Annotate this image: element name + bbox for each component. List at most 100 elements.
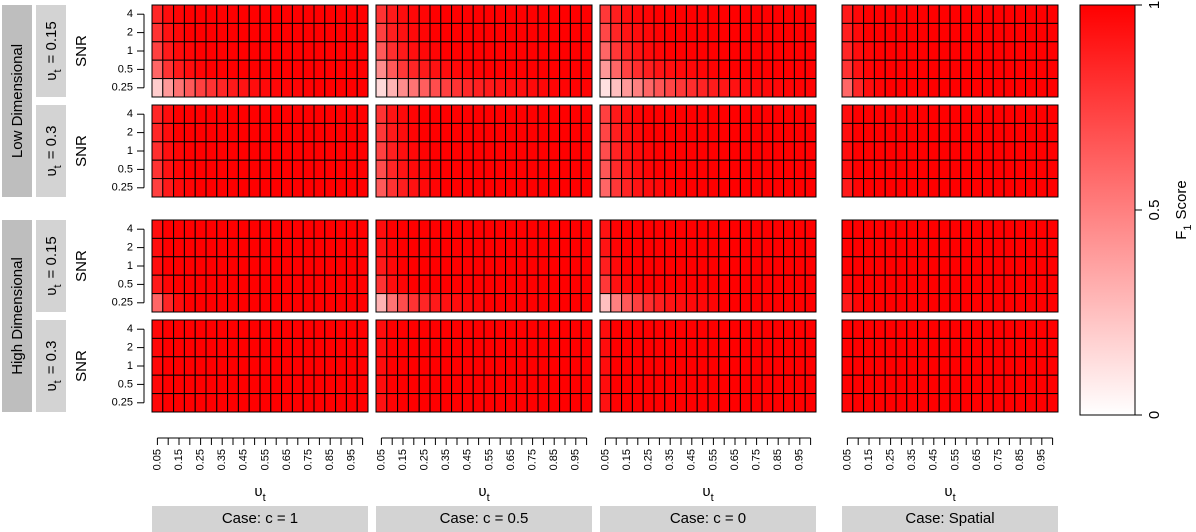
heat-cell [750, 356, 763, 376]
heat-cell [173, 122, 185, 143]
heat-cell [505, 122, 517, 143]
heat-cell [685, 41, 698, 61]
heat-cell [841, 41, 854, 61]
heat-cell [386, 293, 399, 313]
heat-cell [313, 274, 326, 295]
heat-cell [227, 78, 239, 98]
heat-cell [494, 4, 507, 24]
heat-cell [992, 256, 1005, 276]
heat-cell [494, 374, 507, 395]
x-tick-label: 0.65 [729, 449, 741, 470]
heat-cell [895, 337, 908, 358]
heat-cell [992, 104, 1005, 124]
x-tick-label: 0.15 [863, 449, 875, 470]
heat-cell [183, 4, 196, 24]
heat-cell [259, 337, 272, 358]
heat-cell [739, 356, 752, 376]
heat-cell [291, 159, 304, 180]
y-tick-label: 2 [127, 242, 133, 254]
colorbar-tick-label: 0 [1146, 411, 1163, 419]
heat-cell [386, 274, 399, 295]
heat-cell [718, 159, 731, 180]
heat-cell [173, 256, 185, 276]
row-strip-label-symbol: υ [43, 168, 60, 176]
heat-cell [335, 256, 347, 276]
heat-cell [729, 178, 741, 198]
heat-cell [992, 393, 1005, 413]
heat-cell [356, 59, 369, 80]
heat-cell [194, 159, 207, 180]
heat-cell [696, 393, 709, 413]
heat-cell [494, 22, 507, 43]
heat-cell [1014, 104, 1027, 124]
heat-cell [631, 59, 644, 80]
heat-cell [335, 337, 347, 358]
heat-cell [397, 141, 409, 161]
heat-cell [884, 293, 897, 313]
heat-cell [664, 122, 677, 143]
heat-cell [599, 374, 612, 395]
heat-cell [750, 237, 763, 258]
heat-cell [259, 319, 272, 339]
x-tick-label: 0.25 [419, 449, 431, 470]
heat-cell [227, 59, 239, 80]
heat-cell [750, 178, 763, 198]
colorbar-label-main: F [1173, 231, 1190, 240]
heat-cell [418, 178, 431, 198]
heat-cell [750, 41, 763, 61]
heat-cell [173, 237, 185, 258]
heat-cell [483, 293, 496, 313]
heat-cell [472, 274, 485, 295]
heat-cell [237, 78, 250, 98]
y-tick-label: 0.25 [112, 397, 133, 409]
heat-cell [761, 178, 774, 198]
heat-cell [440, 337, 453, 358]
heat-cell [685, 393, 698, 413]
x-tick-label: 0.75 [751, 449, 763, 470]
heat-cell [992, 274, 1005, 295]
heat-cell [440, 393, 453, 413]
heat-cell [750, 22, 763, 43]
heat-cell [1025, 274, 1037, 295]
heat-cell [729, 78, 741, 98]
heat-cell [302, 374, 315, 395]
heat-cell [992, 159, 1005, 180]
heat-cell [515, 22, 528, 43]
heat-cell [194, 78, 207, 98]
heat-cell [642, 22, 655, 43]
heat-cell [675, 159, 687, 180]
heat-cell [397, 337, 409, 358]
heat-cell [1035, 274, 1048, 295]
heat-cell [621, 237, 633, 258]
heat-cell [772, 274, 785, 295]
heat-cell [515, 274, 528, 295]
heat-cell [375, 319, 388, 339]
heat-cell [440, 356, 453, 376]
heat-cell [375, 78, 388, 98]
heat-cell [494, 141, 507, 161]
heat-cell [653, 293, 666, 313]
heat-cell [494, 59, 507, 80]
heat-cell [151, 22, 164, 43]
heat-cell [515, 256, 528, 276]
x-tick-label: 0.95 [1036, 449, 1048, 470]
heat-cell [610, 319, 623, 339]
heat-cell [729, 22, 741, 43]
heat-cell [863, 237, 875, 258]
heat-cell [194, 374, 207, 395]
heat-cell [729, 237, 741, 258]
row-strip-label-rest: = 0.3 [43, 125, 60, 159]
heat-cell [917, 393, 929, 413]
y-tick-label: 0.25 [112, 182, 133, 194]
heat-cell [664, 237, 677, 258]
heat-cell [483, 256, 496, 276]
heat-cell [291, 178, 304, 198]
heat-cell [537, 393, 550, 413]
heat-cell [927, 141, 940, 161]
heat-cell [237, 274, 250, 295]
colorbar-label-sub: 1 [1182, 224, 1194, 230]
heat-cell [772, 122, 785, 143]
heat-cell [642, 256, 655, 276]
col-strip [842, 506, 1058, 532]
heat-cell [162, 78, 175, 98]
